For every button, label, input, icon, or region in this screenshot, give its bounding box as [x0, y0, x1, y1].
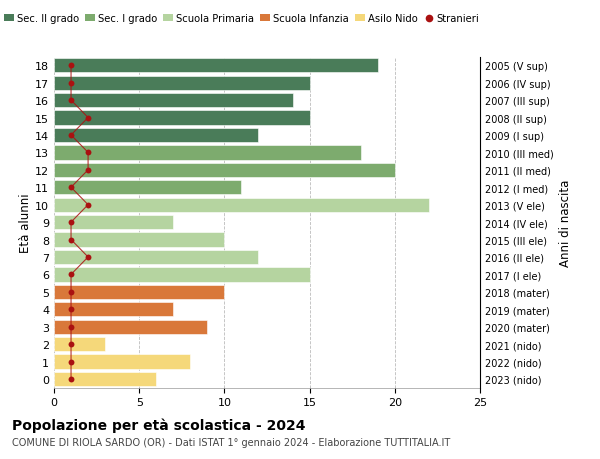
Bar [54, 129, 259, 143]
Point [83, 254, 93, 261]
Point [66, 289, 76, 296]
Point [66, 219, 76, 226]
Point [66, 323, 76, 330]
Bar [54, 337, 105, 352]
Point [66, 132, 76, 140]
Point [83, 115, 93, 122]
Point [66, 271, 76, 279]
Y-axis label: Età alunni: Età alunni [19, 193, 32, 252]
Bar [54, 198, 429, 213]
Bar [54, 355, 190, 369]
Bar [54, 181, 241, 195]
Bar [54, 285, 224, 299]
Point [66, 97, 76, 105]
Text: COMUNE DI RIOLA SARDO (OR) - Dati ISTAT 1° gennaio 2024 - Elaborazione TUTTITALI: COMUNE DI RIOLA SARDO (OR) - Dati ISTAT … [12, 437, 450, 447]
Point [83, 149, 93, 157]
Point [66, 236, 76, 244]
Bar [54, 163, 395, 178]
Point [83, 202, 93, 209]
Point [66, 375, 76, 383]
Point [66, 80, 76, 87]
Bar [54, 320, 208, 334]
Text: Popolazione per età scolastica - 2024: Popolazione per età scolastica - 2024 [12, 418, 305, 432]
Bar [54, 302, 173, 317]
Legend: Sec. II grado, Sec. I grado, Scuola Primaria, Scuola Infanzia, Asilo Nido, Stran: Sec. II grado, Sec. I grado, Scuola Prim… [4, 14, 479, 24]
Bar [54, 59, 378, 73]
Bar [54, 250, 259, 264]
Bar [54, 146, 361, 160]
Point [66, 358, 76, 365]
Bar [54, 111, 310, 125]
Bar [54, 233, 224, 247]
Y-axis label: Anni di nascita: Anni di nascita [559, 179, 572, 266]
Bar [54, 215, 173, 230]
Bar [54, 76, 310, 90]
Point [66, 62, 76, 70]
Point [83, 167, 93, 174]
Bar [54, 268, 310, 282]
Bar [54, 372, 156, 386]
Point [66, 341, 76, 348]
Point [66, 184, 76, 191]
Point [66, 306, 76, 313]
Bar [54, 94, 293, 108]
